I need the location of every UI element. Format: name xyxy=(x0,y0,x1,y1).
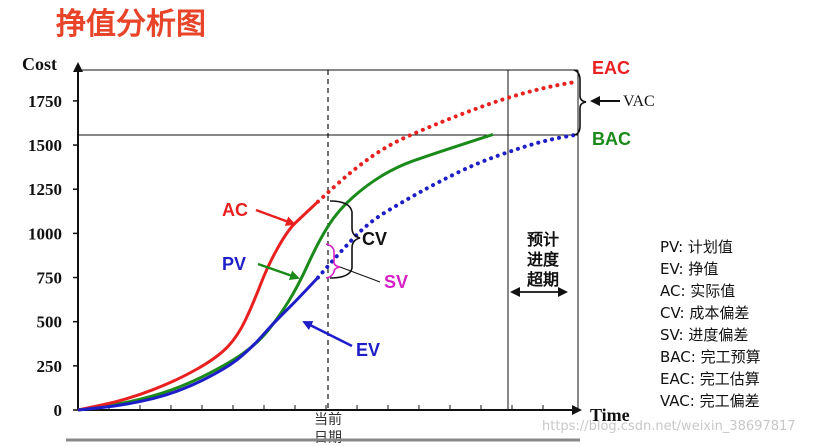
ev-arrow xyxy=(302,320,353,348)
series-ac-forecast xyxy=(316,79,580,204)
y-tick-label: 0 xyxy=(54,401,63,420)
legend-item: BAC: 完工预算 xyxy=(660,348,761,366)
chart-title: 挣值分析图 xyxy=(56,7,206,42)
legend-item: VAC: 完工偏差 xyxy=(660,392,760,410)
y-ticks: 0 250 500 750 1000 1250 1500 1750 xyxy=(28,92,78,420)
y-tick-label: 1750 xyxy=(28,92,62,111)
series-pv xyxy=(77,133,494,412)
pv-arrow xyxy=(257,262,300,281)
series-ev-forecast xyxy=(316,132,580,280)
schedule-overrun-line-2: 进度 xyxy=(527,250,560,269)
eac-label: EAC xyxy=(592,58,630,78)
y-tick-label: 1500 xyxy=(28,136,62,155)
y-tick-label: 1000 xyxy=(28,224,62,243)
bac-label: BAC xyxy=(592,129,631,149)
y-tick-label: 250 xyxy=(37,357,63,376)
legend: PV: 计划值 EV: 挣值 AC: 实际值 CV: 成本偏差 SV: 进度偏差 BAC:… xyxy=(660,238,761,410)
sv-label: SV xyxy=(384,272,408,292)
current-date-line-1: 当前 xyxy=(314,411,342,428)
legend-item: EV: 挣值 xyxy=(660,260,718,278)
x-axis-label: Time xyxy=(590,405,630,425)
schedule-overrun-line-3: 超期 xyxy=(526,270,559,289)
legend-item: CV: 成本偏差 xyxy=(660,304,749,322)
legend-item: AC: 实际值 xyxy=(660,282,735,300)
ev-label: EV xyxy=(356,340,380,360)
sv-pointer xyxy=(339,266,381,283)
current-date-line-2: 日期 xyxy=(314,430,342,446)
schedule-overrun-line-1: 预计 xyxy=(527,230,559,249)
y-tick-label: 750 xyxy=(37,269,63,288)
y-axis-label: Cost xyxy=(22,54,57,74)
vac-label: VAC xyxy=(623,93,655,110)
cv-label: CV xyxy=(362,229,387,249)
vac-brace xyxy=(573,69,587,136)
series-group xyxy=(77,79,580,412)
ac-arrow xyxy=(255,208,296,226)
series-ev xyxy=(77,276,320,412)
y-tick-label: 500 xyxy=(37,313,63,332)
y-tick-label: 1250 xyxy=(28,180,62,199)
legend-item: EAC: 完工估算 xyxy=(660,370,760,388)
pv-label: PV xyxy=(222,254,246,274)
ac-label: AC xyxy=(222,200,248,220)
cv-brace xyxy=(329,200,361,279)
legend-item: PV: 计划值 xyxy=(660,238,733,256)
sv-brace xyxy=(325,243,341,279)
series-ac xyxy=(77,200,320,412)
legend-item: SV: 进度偏差 xyxy=(660,326,748,344)
watermark: https://blog.csdn.net/weixin_38697817 xyxy=(542,419,796,434)
schedule-overrun-annotation: 预计 进度 超期 xyxy=(526,230,560,289)
